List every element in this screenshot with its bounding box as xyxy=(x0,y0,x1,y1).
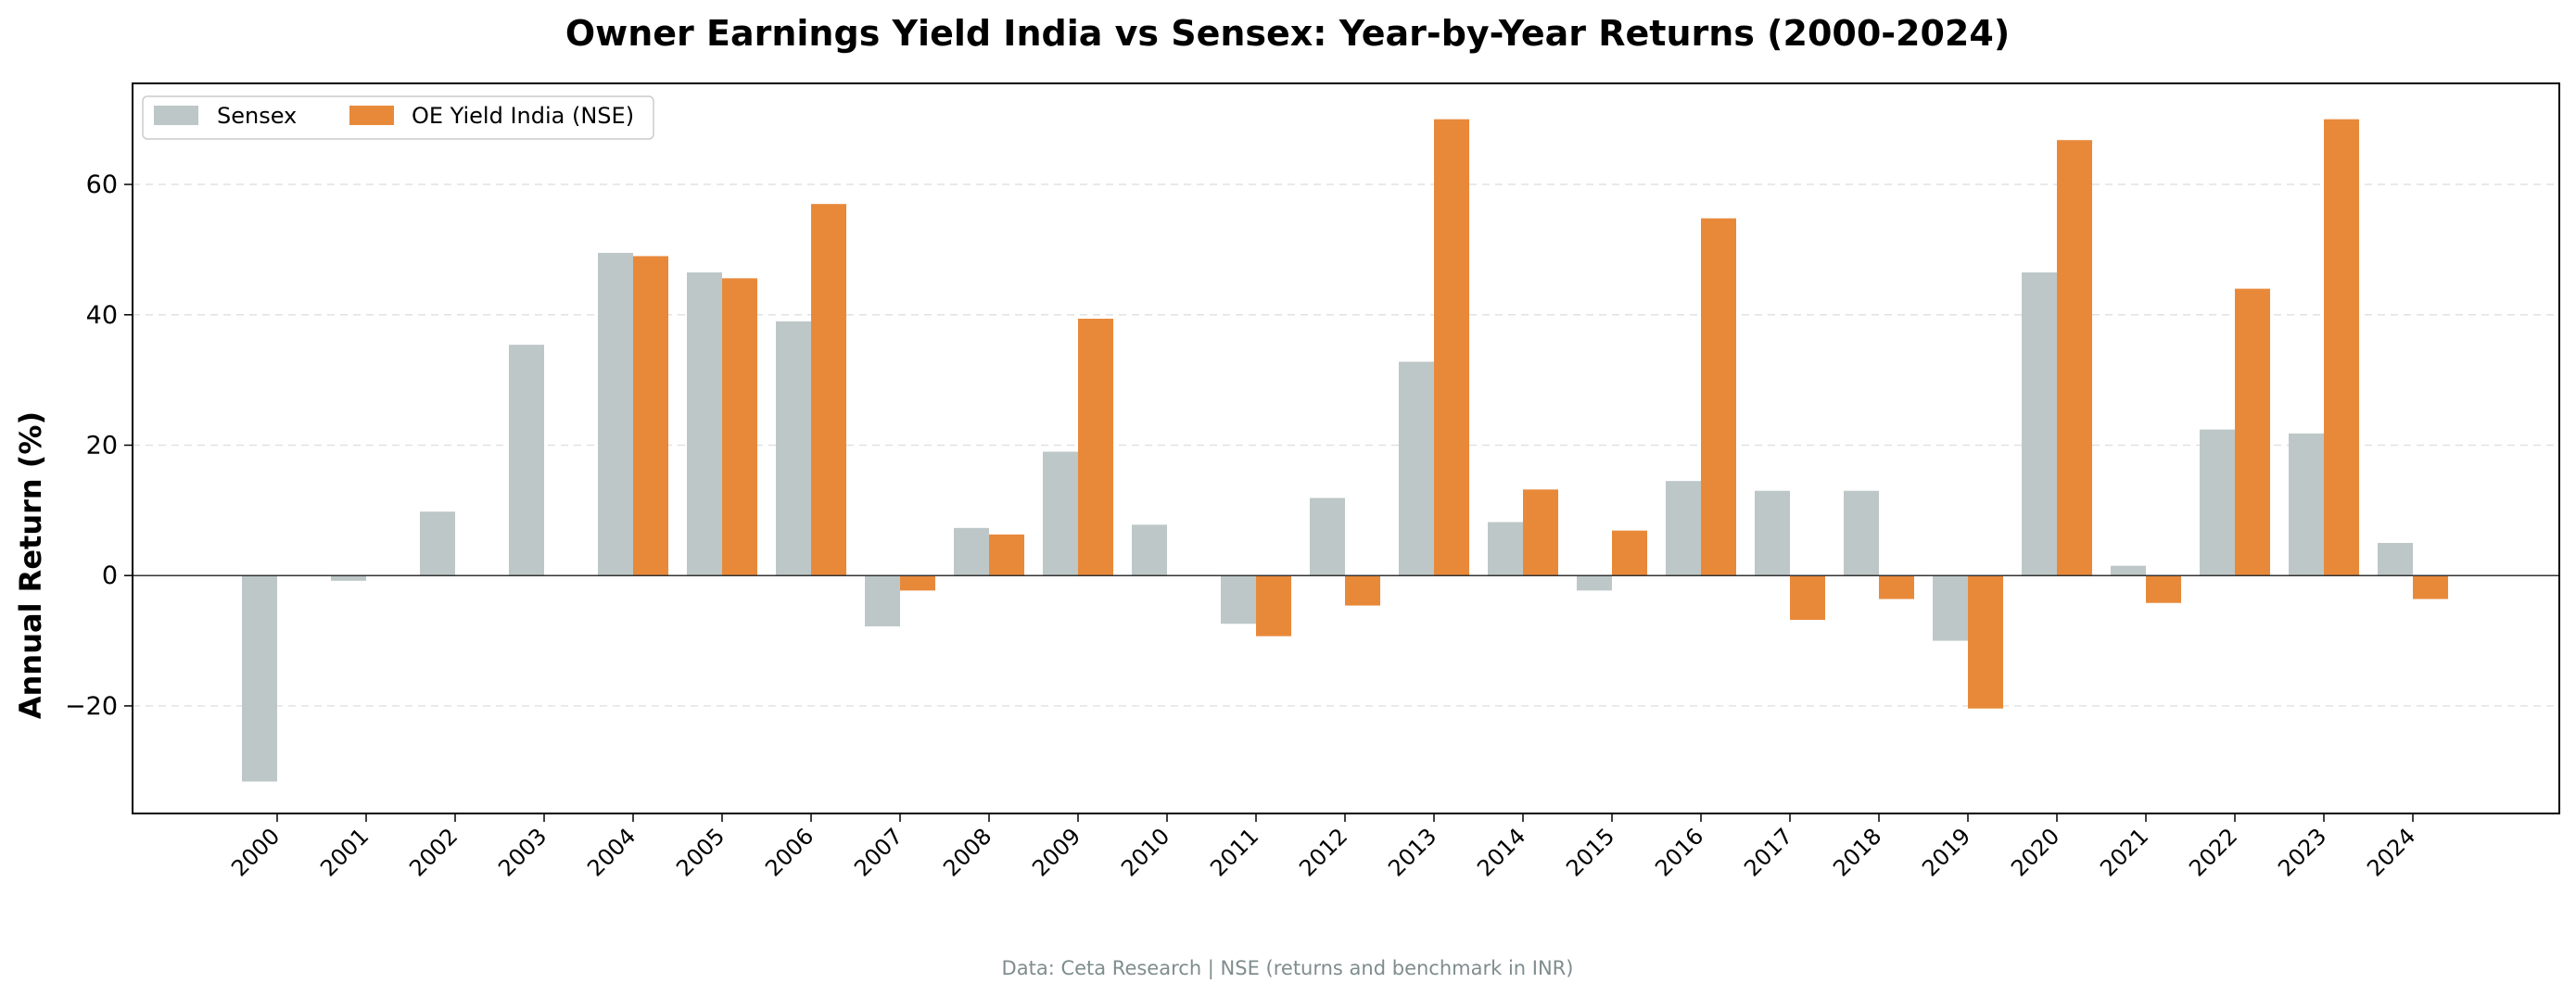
bar-sensex xyxy=(331,575,366,581)
bars xyxy=(242,119,2448,782)
x-tick-label: 2004 xyxy=(582,823,641,881)
x-tick-label: 2010 xyxy=(1116,823,1174,881)
bar-sensex xyxy=(1933,575,1968,641)
bar-oe-yield xyxy=(1434,119,1469,576)
y-tick-label: 40 xyxy=(86,301,118,330)
x-tick-label: 2015 xyxy=(1561,823,1619,881)
x-tick-label: 2017 xyxy=(1739,823,1797,881)
bar-oe-yield xyxy=(1790,575,1825,621)
x-tick-label: 2021 xyxy=(2095,823,2153,881)
x-tick-label: 2008 xyxy=(938,823,996,881)
bar-oe-yield xyxy=(1701,218,1736,576)
bar-sensex xyxy=(509,345,544,576)
bar-sensex xyxy=(1043,451,1078,576)
bar-sensex xyxy=(1132,524,1167,576)
x-tick-label: 2005 xyxy=(671,823,730,881)
bar-sensex xyxy=(865,575,900,627)
legend-label-oe-yield: OE Yield India (NSE) xyxy=(412,103,634,129)
x-tick-label: 2019 xyxy=(1917,823,1975,881)
legend-label-sensex: Sensex xyxy=(217,103,297,129)
bar-oe-yield xyxy=(989,534,1024,576)
x-tick-label: 2012 xyxy=(1294,823,1352,881)
legend-swatch-oe-yield xyxy=(349,106,394,125)
source-note: Data: Ceta Research | NSE (returns and b… xyxy=(1002,957,1574,980)
bar-oe-yield xyxy=(633,256,668,576)
x-tick-label: 2022 xyxy=(2184,823,2242,881)
bar-oe-yield xyxy=(722,278,757,576)
x-tick-label: 2013 xyxy=(1383,823,1441,881)
bar-sensex xyxy=(1844,490,1879,576)
bar-oe-yield xyxy=(1612,530,1647,576)
x-tick-label: 2003 xyxy=(493,823,552,881)
chart-title: Owner Earnings Yield India vs Sensex: Ye… xyxy=(565,13,2010,54)
bar-sensex xyxy=(1221,575,1256,624)
bar-oe-yield xyxy=(2324,119,2359,576)
bar-sensex xyxy=(2111,565,2146,576)
x-tick-label: 2009 xyxy=(1027,823,1085,881)
bar-oe-yield xyxy=(2235,288,2270,576)
plot-frame xyxy=(132,82,2560,814)
bar-oe-yield xyxy=(1256,575,1291,637)
bar-sensex xyxy=(2200,429,2235,576)
x-tick-label: 2014 xyxy=(1472,823,1530,881)
bar-sensex xyxy=(1310,498,1345,576)
bar-oe-yield xyxy=(2413,575,2448,599)
x-tick-label: 2020 xyxy=(2006,823,2064,881)
bar-oe-yield xyxy=(900,575,935,591)
bar-sensex xyxy=(1755,490,1790,576)
y-tick-label: −20 xyxy=(65,692,118,721)
bar-sensex xyxy=(776,321,811,576)
bar-oe-yield xyxy=(1968,575,2003,709)
bar-sensex xyxy=(1577,575,1612,591)
legend-frame xyxy=(142,95,654,140)
bar-oe-yield xyxy=(1523,489,1558,576)
legend: Sensex OE Yield India (NSE) xyxy=(142,95,654,140)
bar-sensex xyxy=(1399,361,1434,576)
bar-sensex xyxy=(687,272,722,576)
x-tick-label: 2002 xyxy=(404,823,463,881)
x-tick-label: 2024 xyxy=(2362,823,2420,881)
bar-oe-yield xyxy=(1345,575,1380,606)
bar-sensex xyxy=(242,575,277,782)
y-tick-label: 60 xyxy=(86,170,118,199)
bar-sensex xyxy=(1488,522,1523,576)
x-tick-label: 2001 xyxy=(315,823,374,881)
y-tick-label: 0 xyxy=(102,561,118,590)
legend-swatch-sensex xyxy=(154,106,198,125)
bar-sensex xyxy=(1666,481,1701,576)
x-axis-ticks: 2000 2001 2002 2003 2004 2005 2006 2007 2008 2009… xyxy=(226,813,2420,881)
bar-oe-yield xyxy=(2057,140,2092,576)
bar-oe-yield xyxy=(811,204,846,576)
x-tick-label: 2011 xyxy=(1205,823,1263,881)
x-tick-label: 2018 xyxy=(1828,823,1886,881)
bar-oe-yield xyxy=(2146,575,2181,603)
bar-oe-yield xyxy=(1879,575,1914,599)
bar-oe-yield xyxy=(1078,318,1113,576)
bar-sensex xyxy=(954,527,989,576)
y-axis-label: Annual Return (%) xyxy=(13,411,48,719)
x-tick-label: 2007 xyxy=(849,823,907,881)
x-tick-label: 2006 xyxy=(760,823,818,881)
bar-sensex xyxy=(2378,543,2413,576)
x-tick-label: 2016 xyxy=(1650,823,1708,881)
bar-sensex xyxy=(2022,272,2057,576)
x-tick-label: 2000 xyxy=(226,823,285,881)
y-axis-ticks: −20 0 20 40 60 xyxy=(65,170,133,721)
bar-sensex xyxy=(598,252,633,576)
gridlines xyxy=(133,183,2559,707)
bar-sensex xyxy=(420,511,455,576)
x-tick-label: 2023 xyxy=(2273,823,2331,881)
y-tick-label: 20 xyxy=(86,431,118,460)
bar-sensex xyxy=(2289,433,2324,576)
